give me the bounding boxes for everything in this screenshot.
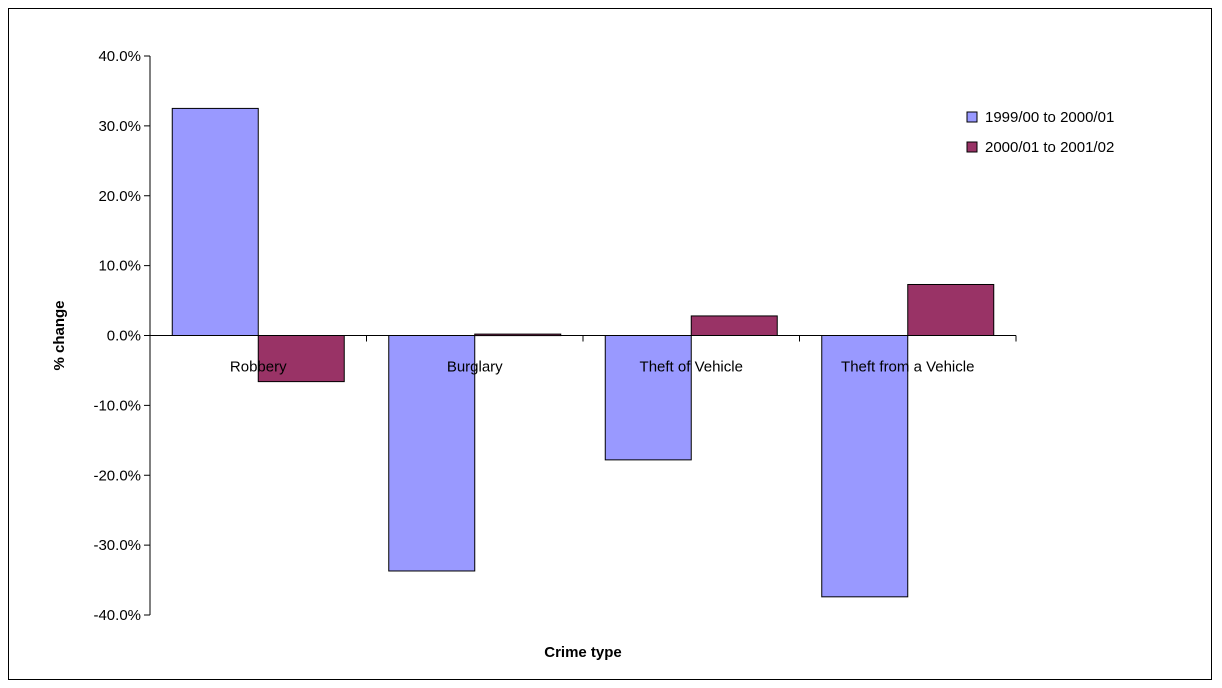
y-tick-label: -30.0% [93, 537, 141, 554]
category-label: Theft of Vehicle [640, 359, 743, 376]
bar-series [171, 107, 995, 598]
y-tick-label: 40.0% [98, 48, 141, 65]
bar [821, 335, 909, 598]
bar [171, 107, 259, 336]
y-tick-label: 30.0% [98, 118, 141, 135]
bar [474, 333, 562, 337]
y-tick-label: 20.0% [98, 188, 141, 205]
legend-label: 1999/00 to 2000/01 [985, 109, 1114, 126]
bar [907, 283, 995, 336]
y-tick-label: -20.0% [93, 467, 141, 484]
bar [604, 335, 692, 461]
legend: 1999/00 to 2000/01 2000/01 to 2001/02 [966, 109, 1114, 156]
bar [257, 335, 345, 383]
y-tick-label: -40.0% [93, 607, 141, 624]
category-label: Theft from a Vehicle [841, 359, 974, 376]
legend-swatch [966, 141, 978, 153]
y-axis-title: % change [51, 300, 68, 370]
y-axis-ticks: 40.0% 30.0% 20.0% 10.0% 0.0% -10.0% -20.0% -30.… [93, 48, 150, 624]
bar [388, 335, 476, 572]
category-label: Robbery [230, 359, 287, 376]
y-tick-label: -10.0% [93, 397, 141, 414]
x-axis-title: Crime type [544, 644, 622, 661]
y-tick-label: 0.0% [107, 328, 141, 345]
x-axis-ticks [149, 335, 1017, 342]
legend-swatch [966, 111, 978, 123]
bar [690, 315, 778, 336]
category-labels: Robbery Burglary Theft of Vehicle Theft fro… [230, 359, 975, 376]
legend-label: 2000/01 to 2001/02 [985, 139, 1114, 156]
category-label: Burglary [447, 359, 503, 376]
y-tick-label: 10.0% [98, 258, 141, 275]
